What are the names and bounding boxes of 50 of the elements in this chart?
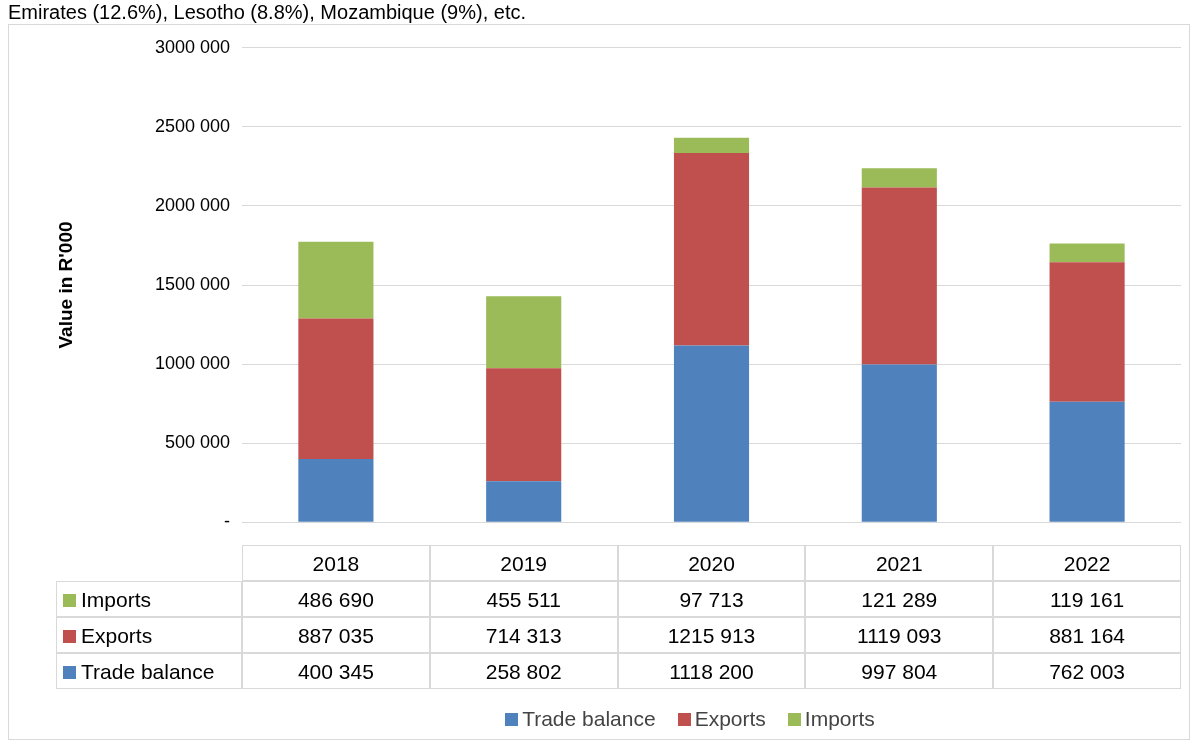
data-label: 119 161 xyxy=(993,581,1181,617)
data-label: 486 690 xyxy=(242,581,430,617)
bar xyxy=(861,168,937,188)
bar xyxy=(673,153,750,346)
bar xyxy=(1049,262,1125,402)
legend-label: Trade balance xyxy=(56,653,242,689)
bar xyxy=(486,481,562,522)
bar xyxy=(1049,243,1125,263)
y-tick-label: 2500 000 xyxy=(154,115,230,136)
x-tick-label: 2022 xyxy=(993,545,1181,581)
text: Imports xyxy=(804,707,875,730)
data-label: 1118 200 xyxy=(617,653,806,689)
legend-label: Imports xyxy=(56,581,242,617)
data-label: 881 164 xyxy=(993,617,1181,653)
y-tick-label: 1000 000 xyxy=(154,353,230,374)
bar xyxy=(673,345,750,522)
text: Exports xyxy=(694,707,766,730)
y-axis-title: Value in R'000 xyxy=(54,221,76,349)
y-tick-label: 2000 000 xyxy=(154,194,230,215)
data-label: 258 802 xyxy=(429,653,618,689)
data-label: 762 003 xyxy=(993,653,1181,689)
text: Trade balance xyxy=(522,707,656,730)
data-label: 997 804 xyxy=(805,653,994,689)
data-label: 1215 913 xyxy=(617,617,806,653)
data-label: 887 035 xyxy=(242,617,430,653)
y-tick-label: 500 000 xyxy=(164,432,230,453)
bar xyxy=(861,364,937,522)
y-tick-label: 1500 000 xyxy=(154,273,230,294)
data-label: 714 313 xyxy=(429,617,618,653)
text: Emirates (12.6%), Lesotho (8.8%), Mozambique (9%), etc. xyxy=(8,0,527,24)
bar xyxy=(298,318,374,459)
bar xyxy=(861,187,937,365)
data-label: 1119 093 xyxy=(805,617,994,653)
y-tick-label: - xyxy=(224,511,230,532)
x-tick-label: 2020 xyxy=(617,545,806,581)
data-label: 455 511 xyxy=(429,581,618,617)
data-label: 400 345 xyxy=(242,653,430,689)
data-label: 97 713 xyxy=(617,581,806,617)
bar xyxy=(298,241,374,319)
bar xyxy=(298,458,374,522)
x-tick-label: 2021 xyxy=(805,545,994,581)
data-label: 121 289 xyxy=(805,581,994,617)
bar xyxy=(1049,401,1125,522)
bar xyxy=(673,137,750,154)
y-tick-label: 3000 000 xyxy=(154,36,230,57)
x-tick-label: 2018 xyxy=(242,545,430,581)
bar xyxy=(486,368,562,482)
bar xyxy=(486,296,562,369)
legend-label: Exports xyxy=(56,617,242,653)
x-tick-label: 2019 xyxy=(429,545,618,581)
